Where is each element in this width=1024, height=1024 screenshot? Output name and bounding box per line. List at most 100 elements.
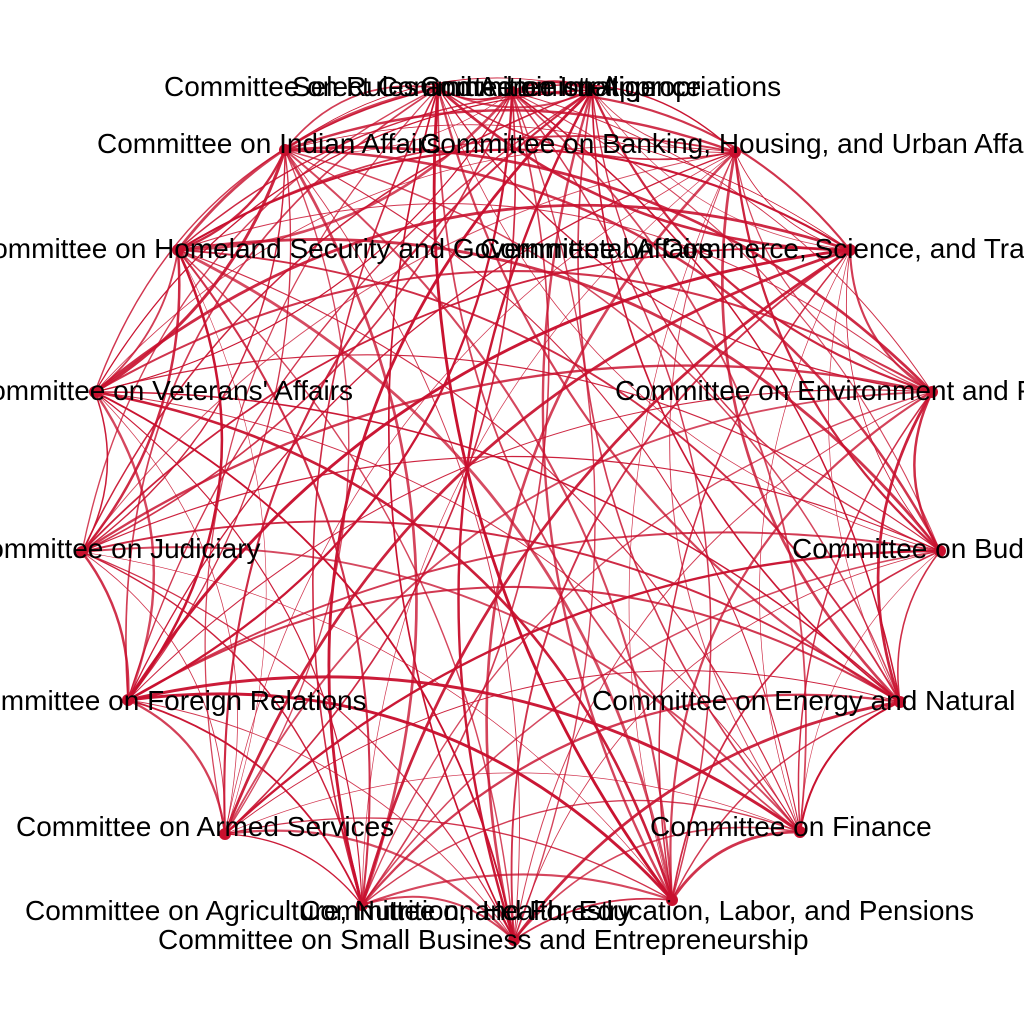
edge-rules-judiciary [81, 87, 439, 553]
edge-finance-intelligence [511, 91, 807, 833]
edge-banking-agriculture [361, 151, 736, 906]
edge-banking-budget [733, 150, 942, 553]
edge-smallbiz-indian [284, 149, 520, 941]
node-label-indian: Committee on Indian Affairs [97, 128, 440, 159]
edge-judiciary-intelligence [81, 91, 513, 553]
edge-energy-armed [224, 670, 901, 835]
edge-judiciary-indian [81, 149, 286, 553]
edge-finance-veterans [94, 391, 801, 833]
node-help [666, 894, 678, 906]
edge-environment-veterans [93, 270, 934, 394]
edge-armed-foreign [126, 698, 227, 836]
edge-rules-intelligence [437, 87, 513, 101]
edge-commerce-intelligence [510, 90, 852, 252]
edge-environment-intelligence [511, 91, 933, 393]
edge-approps-energy [591, 89, 901, 703]
edge-help-judiciary [81, 551, 673, 901]
edge-commerce-finance [759, 249, 851, 833]
edge-rules-commerce [436, 86, 852, 252]
node-indian [279, 144, 291, 156]
edge-foreign-judiciary [80, 550, 130, 702]
node-label-budget: Committee on Budget [792, 533, 1024, 564]
edge-help-armed [224, 817, 673, 901]
node-label-approps: Committee on Appropriations [420, 71, 781, 102]
edge-agriculture-indian [283, 148, 418, 907]
edge-armed-veterans [94, 391, 238, 835]
edge-energy-smallbiz [512, 700, 902, 942]
edge-help-veterans [93, 390, 674, 902]
edge-commerce-foreign [126, 248, 852, 702]
node-armed [219, 828, 231, 840]
node-environment [926, 386, 938, 398]
edge-environment-help [669, 390, 934, 902]
edge-finance-armed [224, 772, 801, 835]
edge-banking-intelligence [511, 83, 736, 153]
edge-environment-finance [797, 391, 933, 833]
edge-homeland-intelligence [176, 90, 514, 252]
edge-approps-armed [223, 88, 594, 836]
edge-veterans-homeland [94, 249, 179, 393]
edge-help-smallbiz [513, 897, 673, 941]
node-label-smallbiz: Committee on Small Business and Entrepre… [158, 924, 809, 955]
node-label-energy: Committee on Energy and Natural Resource… [592, 685, 1024, 716]
node-label-judiciary: Committee on Judiciary [0, 533, 261, 564]
edge-help-indian [283, 148, 674, 902]
edge-finance-foreign [126, 675, 802, 834]
edge-budget-smallbiz [513, 550, 941, 941]
node-label-commerce: Committee on Commerce, Science, and Tran… [480, 233, 1024, 264]
node-label-homeland: Committee on Homeland Security and Gover… [0, 233, 714, 264]
edge-budget-indian [283, 148, 942, 553]
edge-budget-energy [897, 550, 941, 703]
node-rules [432, 82, 444, 94]
edge-help-homeland [176, 248, 674, 902]
edge-agriculture-foreign [127, 699, 363, 906]
edge-energy-intelligence [511, 91, 901, 703]
edge-budget-help [671, 550, 941, 901]
edge-smallbiz-intelligence [511, 91, 596, 941]
edge-environment-smallbiz [513, 391, 933, 941]
node-label-armed: Committee on Armed Services [16, 811, 394, 842]
node-label-help: Committee on Health, Education, Labor, a… [300, 895, 974, 926]
edge-commerce-budget [845, 249, 941, 552]
node-homeland [172, 244, 184, 256]
edge-approps-help [541, 88, 674, 902]
node-approps [586, 84, 598, 96]
node-energy [894, 696, 906, 708]
node-banking [729, 146, 741, 158]
node-veterans [89, 386, 101, 398]
edge-budget-judiciary [81, 456, 941, 553]
edge-banking-energy [721, 150, 902, 704]
edge-finance-smallbiz [513, 826, 801, 941]
edge-energy-indian [284, 149, 901, 703]
edge-energy-help [671, 701, 901, 901]
node-label-veterans: Committee on Veterans' Affairs [0, 375, 353, 406]
node-label-environment: Committee on Environment and Public Work… [615, 375, 1024, 406]
node-foreign [122, 694, 134, 706]
node-smallbiz [508, 934, 520, 946]
edge-indian-intelligence [284, 91, 513, 153]
edge-rules-smallbiz [388, 87, 515, 941]
edge-agriculture-veterans [94, 391, 363, 906]
edge-banking-foreign [127, 151, 736, 701]
node-commerce [844, 244, 856, 256]
edge-energy-veterans [94, 391, 901, 703]
edge-finance-homeland [177, 249, 801, 833]
label-layer: Committee on Rules and AdministrationCom… [0, 71, 1024, 955]
edge-budget-armed [223, 549, 942, 836]
edge-armed-judiciary [81, 551, 226, 835]
node-label-agriculture: Committee on Agriculture, Nutrition, and… [25, 895, 632, 926]
edge-banking-finance [669, 151, 801, 833]
edge-finance-help [670, 830, 802, 902]
edge-help-agriculture [360, 873, 674, 907]
edge-banking-smallbiz [485, 150, 737, 942]
node-intelligence [506, 86, 518, 98]
edge-veterans-indian [93, 148, 287, 394]
edge-rules-budget [437, 87, 941, 552]
edge-agriculture-armed [224, 833, 363, 906]
edge-armed-intelligence [224, 91, 517, 835]
edge-environment-foreign [127, 389, 933, 701]
edge-energy-finance [798, 700, 902, 834]
edge-help-intelligence [511, 91, 712, 901]
edge-environment-indian [283, 146, 934, 394]
